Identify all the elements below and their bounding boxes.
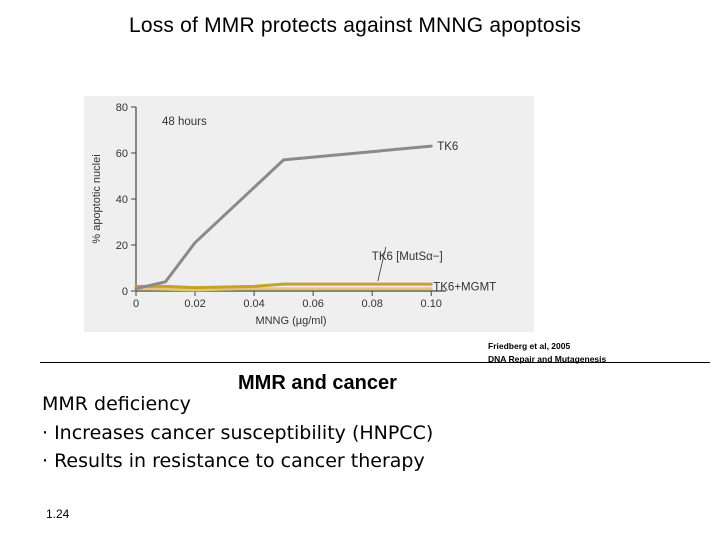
citation-source: DNA Repair and Mutagenesis [488, 354, 607, 364]
citation: Friedberg et al, 2005 DNA Repair and Mut… [488, 340, 606, 366]
y-tick-label: 40 [116, 194, 128, 206]
x-tick-label: 0 [133, 298, 139, 310]
chart-background [84, 96, 534, 332]
label-layer: 0 20 40 60 80 0 0.02 0.04 0.06 0.08 0.10 MNNG (µg/m… [91, 102, 496, 327]
page-number: 1.24 [46, 507, 70, 521]
body-line-mmr-deficiency: MMR deficiency [42, 393, 191, 415]
y-axis-label: % apoptotic nuclei [91, 154, 103, 243]
section-divider [40, 362, 710, 363]
label-leader-line [377, 246, 387, 282]
x-tick-label: 0.08 [361, 298, 382, 310]
series-label-tk6: TK6 [437, 141, 458, 153]
section-heading: MMR and cancer [238, 372, 397, 394]
x-tick-label: 0.04 [243, 298, 264, 310]
y-tick-label: 80 [116, 102, 128, 114]
body-line-resistance: · Results in resistance to cancer therap… [42, 450, 425, 472]
series-line-2 [134, 287, 433, 292]
series-line-1 [134, 282, 433, 290]
citation-authors: Friedberg et al, 2005 [488, 341, 571, 351]
x-tick-label: 0.02 [184, 298, 205, 310]
series-line-0 [134, 144, 433, 291]
series-label-tk6-mutsa: TK6 [MutSα−] [372, 251, 443, 263]
slide-title: Loss of MMR protects against MNNG apopto… [128, 14, 582, 37]
body-line-susceptibility: · Increases cancer susceptibility (HNPCC… [42, 421, 434, 444]
apoptosis-chart: 0 20 40 60 80 0 0.02 0.04 0.06 0.08 0.10 MNNG (µg/m… [84, 96, 534, 332]
x-tick-label: 0.10 [421, 298, 442, 310]
y-tick-label: 60 [116, 148, 128, 160]
series-layer [134, 144, 433, 292]
chart-annotation: 48 hours [162, 116, 207, 128]
body-text: MMR deficiency · Increases cancer suscep… [42, 390, 433, 476]
x-tick-label: 0.06 [302, 298, 323, 310]
y-tick-label: 0 [122, 286, 128, 298]
series-label-tk6-mgmt: TK6+MGMT [433, 282, 496, 294]
x-axis-label: MNNG (µg/ml) [255, 315, 326, 327]
y-tick-label: 20 [116, 240, 128, 252]
chart-canvas: 0 20 40 60 80 0 0.02 0.04 0.06 0.08 0.10 MNNG (µg/m… [84, 96, 534, 332]
